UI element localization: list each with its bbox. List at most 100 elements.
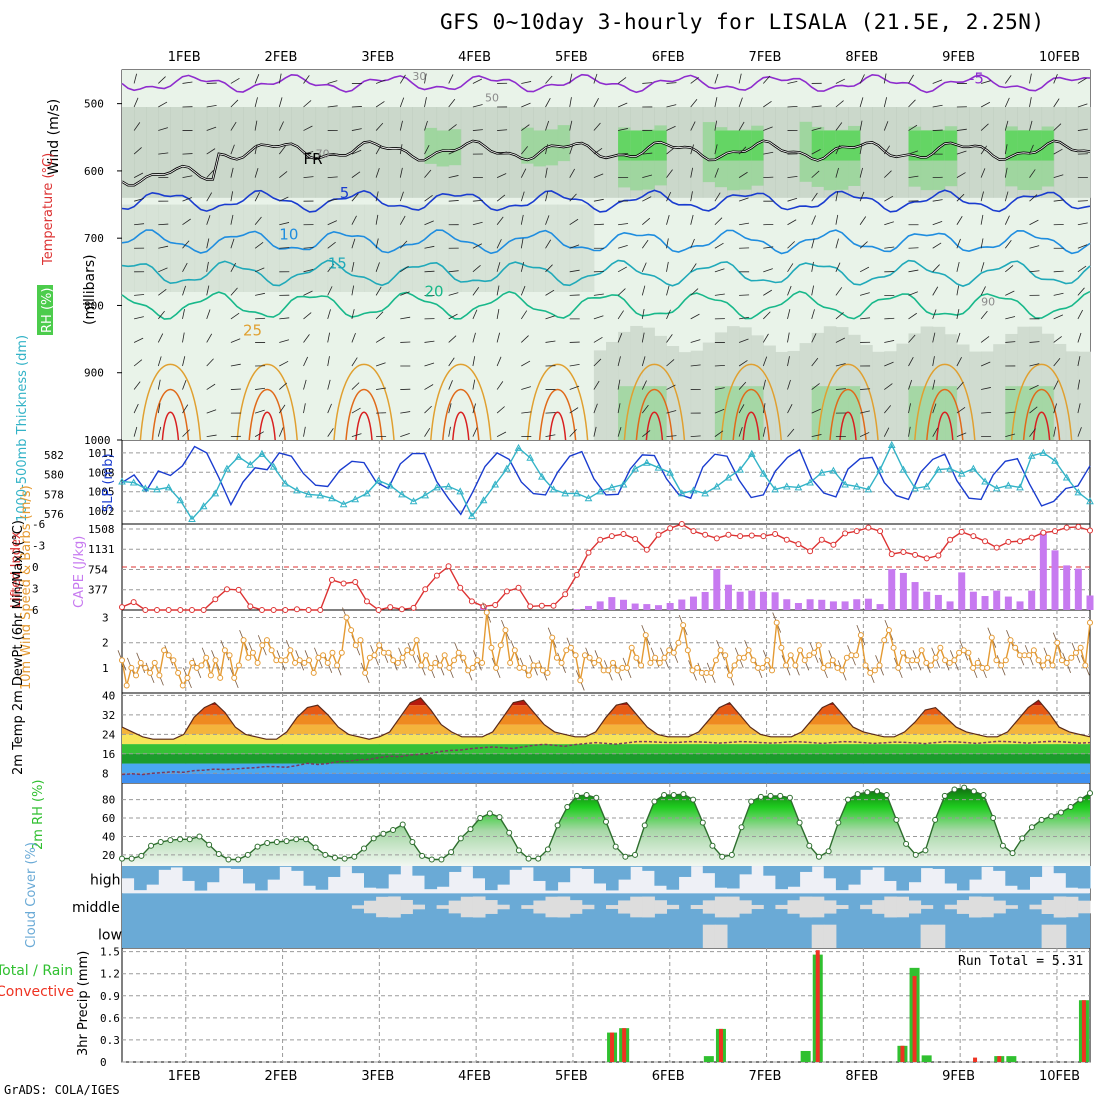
cloud-high-bar	[678, 866, 692, 877]
cape-bar	[853, 599, 861, 610]
wind-barb	[254, 144, 258, 155]
cape-bar	[1051, 550, 1059, 610]
thickness-point	[223, 464, 231, 472]
wind-barb	[520, 214, 524, 225]
rh-low-band	[376, 204, 389, 292]
cloud-level-label: high	[90, 873, 121, 889]
wind-barb	[763, 268, 773, 273]
rh-point	[264, 839, 271, 846]
legend-wind: Wind (m/s)	[46, 99, 62, 175]
wind-barb	[375, 79, 386, 84]
wind-speed-point	[694, 664, 701, 671]
wind-barb	[1077, 128, 1088, 131]
thickness-point	[491, 480, 500, 488]
wind-barb	[569, 193, 577, 202]
wind-barb	[206, 238, 210, 249]
rh-mid-band	[376, 107, 389, 198]
wind10m-panel: 1 2 3	[102, 602, 1093, 691]
lifted-index-point	[1075, 523, 1082, 530]
cloud-high-bar	[581, 866, 595, 869]
rh-mid-bright	[932, 130, 946, 161]
cape-bar	[899, 572, 907, 610]
wind-barb	[593, 122, 601, 131]
thickness-point	[304, 490, 313, 498]
wind-barb	[1004, 191, 1009, 202]
wind-barb	[206, 126, 217, 131]
wind-barb	[182, 262, 188, 273]
wind-speed-point	[942, 657, 949, 664]
lifted-index-point	[888, 551, 895, 558]
rh-mid-band	[388, 107, 401, 198]
thickness-point	[281, 479, 290, 487]
wind-barb	[400, 265, 409, 273]
wind-speed-point	[343, 614, 350, 621]
wind-barb	[569, 168, 575, 178]
wind-barb	[617, 245, 628, 249]
wind-barb	[593, 147, 603, 155]
thickness-point	[363, 489, 371, 497]
thickness-point	[666, 468, 674, 476]
wind-barb	[593, 73, 598, 84]
wind-barb	[981, 411, 992, 414]
wind-barb	[908, 175, 919, 179]
cape-bar	[619, 599, 627, 610]
thickness-point	[129, 478, 138, 486]
date-label-top: 2FEB	[265, 50, 298, 65]
wind-barb	[666, 410, 677, 414]
cloud-mid-gap	[497, 904, 510, 910]
wind-barb	[255, 317, 266, 320]
cloud-high-bar	[497, 866, 510, 885]
wind-barb	[520, 146, 529, 155]
precip-panel: 0 0.3 0.6 0.9 1.2 1.5 Run Total = 5.31	[100, 946, 1090, 1069]
rh-mid-bright	[751, 130, 764, 161]
rh-point	[874, 788, 881, 795]
wind-barb	[859, 74, 865, 84]
upper-air-panel: -5 FR 5 10 15 20 25 30 50 70 90 500 600 700 800 900 1000	[84, 69, 1091, 447]
wind-speed-point	[717, 647, 724, 654]
wind-barb	[424, 145, 430, 155]
wind-barb	[690, 288, 699, 296]
wind-barb	[327, 80, 338, 84]
cloud-mid-gap	[872, 900, 885, 914]
wind-barb	[279, 317, 290, 320]
rh-mid-band	[581, 107, 595, 198]
rh-point	[709, 842, 716, 849]
wind-barb	[206, 104, 217, 108]
rh-mid-bright	[811, 130, 825, 161]
wind-speed-point	[207, 672, 214, 679]
rh-mid-band	[606, 107, 619, 198]
thickness-point	[934, 465, 943, 473]
cloud-mid-gap	[1041, 899, 1055, 915]
rh-point	[728, 851, 735, 858]
wind-barb	[811, 261, 814, 272]
wind-barb	[545, 191, 549, 202]
wind-speed-point	[394, 659, 401, 666]
wind-barb	[520, 238, 524, 249]
rh-point	[1019, 835, 1026, 842]
rh-point	[341, 855, 348, 862]
cape-bar	[1063, 565, 1071, 610]
lifted-index-point	[737, 533, 744, 540]
lifted-index-point	[212, 596, 219, 603]
cloud-high-bar	[702, 866, 716, 874]
wind-barb	[787, 379, 791, 390]
cloud-mid-gap	[969, 896, 982, 918]
lifted-index-point	[912, 551, 919, 558]
cloud-high-bar	[630, 866, 643, 867]
cloud-mid-gap	[920, 905, 934, 909]
isotherm-line	[121, 229, 1091, 255]
wind-barb	[230, 99, 239, 108]
cloud-high-bar	[763, 866, 776, 876]
rh-mid-band	[775, 107, 788, 198]
rh-point	[573, 792, 580, 799]
slp-tick-label: 1002	[88, 505, 115, 518]
thickness-point	[433, 483, 441, 491]
thickness-point	[293, 486, 301, 494]
thickness-point	[817, 468, 826, 476]
wind-barb	[1077, 309, 1083, 320]
rh-mid-band	[170, 107, 183, 198]
precip-tick-label: 1.2	[100, 968, 120, 981]
lifted-index-point	[795, 541, 802, 548]
wind-barb	[520, 285, 526, 296]
rh-point	[138, 852, 145, 859]
